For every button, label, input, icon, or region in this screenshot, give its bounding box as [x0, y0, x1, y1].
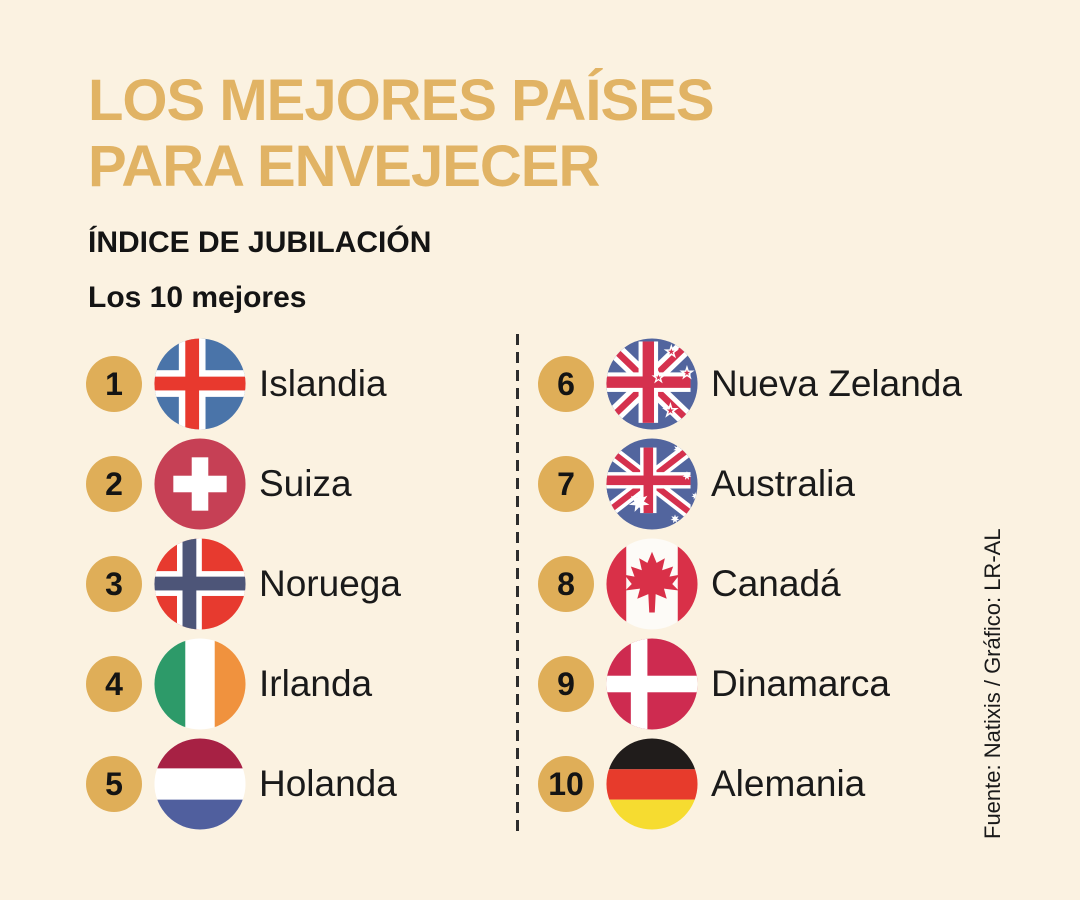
country-label: Noruega	[259, 563, 401, 604]
page-title-line2: PARA ENVEJECER	[88, 134, 600, 199]
switzerland-flag-icon	[154, 438, 246, 530]
denmark-flag-icon	[606, 638, 698, 730]
rank-badge: 8	[538, 556, 594, 612]
new-zealand-flag-icon	[606, 338, 698, 430]
ranking-row-islandia: 1 Islandia	[86, 334, 401, 434]
rank-badge: 10	[538, 756, 594, 812]
ranking-row-irlanda: 4 Irlanda	[86, 634, 401, 734]
country-label: Irlanda	[259, 663, 373, 704]
country-label: Holanda	[259, 763, 397, 804]
rank-badge: 6	[538, 356, 594, 412]
rank-badge: 9	[538, 656, 594, 712]
country-label: Nueva Zelanda	[711, 363, 962, 404]
country-label: Canadá	[711, 563, 841, 604]
rank-badge: 7	[538, 456, 594, 512]
ranking-column-right: 6	[538, 334, 962, 834]
rank-badge: 2	[86, 456, 142, 512]
country-label: Alemania	[711, 763, 866, 804]
country-label: Dinamarca	[711, 663, 890, 704]
page-title: LOS MEJORES PAÍSES PARA ENVEJECER	[88, 68, 715, 200]
source-credit: Fuente: Natixis / Gráfico: LR-AL	[980, 528, 1005, 839]
iceland-flag-icon	[154, 338, 246, 430]
germany-flag-icon	[606, 738, 698, 830]
rank-badge: 4	[86, 656, 142, 712]
ranking-row-noruega: 3 Noruega	[86, 534, 401, 634]
rank-badge: 5	[86, 756, 142, 812]
netherlands-flag-icon	[154, 738, 246, 830]
australia-flag-icon	[606, 438, 698, 530]
ranking-row-nueva-zelanda: 6	[538, 334, 962, 434]
ranking-row-australia: 7	[538, 434, 962, 534]
list-heading: Los 10 mejores	[88, 281, 307, 314]
ranking-row-suiza: 2 Suiza	[86, 434, 401, 534]
index-subtitle: ÍNDICE DE JUBILACIÓN	[88, 226, 432, 259]
column-divider-dashed-line	[516, 334, 519, 836]
page-title-line1: LOS MEJORES PAÍSES	[88, 68, 715, 133]
rank-badge: 3	[86, 556, 142, 612]
country-label: Suiza	[259, 463, 352, 504]
norway-flag-icon	[154, 538, 246, 630]
ranking-row-dinamarca: 9 Dinamarca	[538, 634, 962, 734]
canada-flag-icon	[606, 538, 698, 630]
ranking-row-alemania: 10 Alemania	[538, 734, 962, 834]
country-label: Australia	[711, 463, 855, 504]
ranking-column-left: 1 Islandia 2	[86, 334, 401, 834]
ireland-flag-icon	[154, 638, 246, 730]
ranking-row-holanda: 5 Holanda	[86, 734, 401, 834]
ranking-row-canada: 8 Canadá	[538, 534, 962, 634]
country-label: Islandia	[259, 363, 387, 404]
rank-badge: 1	[86, 356, 142, 412]
